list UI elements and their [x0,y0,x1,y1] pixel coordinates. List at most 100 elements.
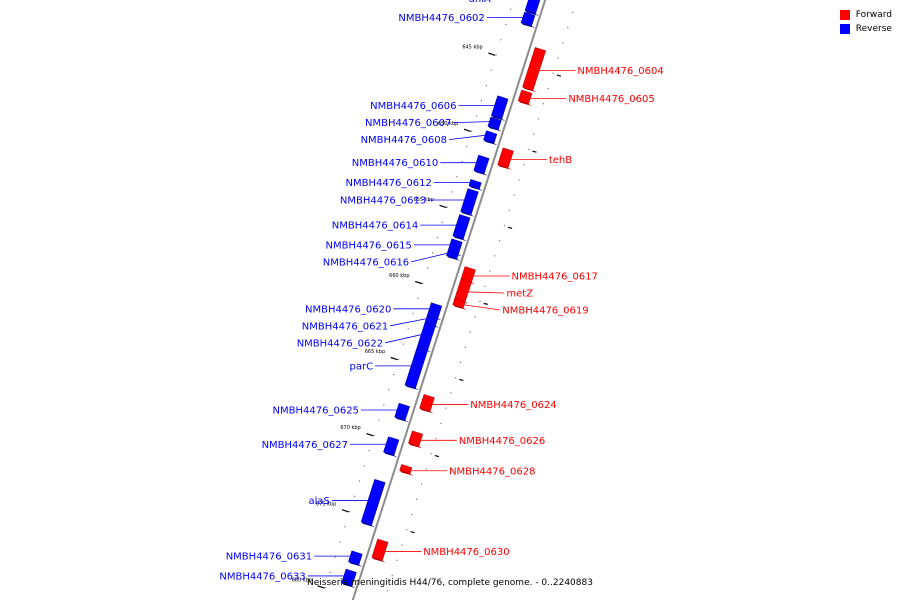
feature-reverse[interactable] [416,322,436,351]
minor-tick [407,328,409,330]
minor-tick [456,176,458,178]
feature-reverse[interactable] [490,95,509,120]
minor-tick [475,115,478,117]
minor-tick [542,103,545,105]
minor-tick [503,224,505,227]
feature-label[interactable]: NMBH4476_0612 [345,178,431,189]
minor-tick [552,72,554,74]
feature-reverse[interactable] [360,478,386,526]
feature-label[interactable]: tehB [549,155,572,166]
minor-ticks [324,8,574,592]
feature-reverse[interactable] [452,214,471,240]
kbp-label: 645 kbp [462,45,482,51]
kbp-label: 665 kbp [365,349,385,355]
feature-forward[interactable] [454,278,472,303]
feature-forward[interactable] [419,394,435,412]
label-leader [384,334,422,344]
feature-label[interactable]: NMBH4476_0602 [398,13,484,24]
minor-tick [572,11,574,13]
feature-forward[interactable] [517,89,533,105]
feature-label[interactable]: NMBH4476_0616 [323,257,409,268]
minor-tick [485,84,487,86]
feature-label[interactable]: NMBH4476_0630 [423,547,509,558]
minor-tick [528,148,530,150]
feature-label[interactable]: NMBH4476_0627 [262,440,348,451]
feature-label[interactable]: aniA [469,0,491,5]
feature-reverse[interactable] [520,11,536,27]
minor-tick [334,556,336,558]
forward-swatch [839,10,850,20]
feature-label[interactable]: NMBH4476_0605 [568,94,654,105]
feature-label[interactable]: NMBH4476_0631 [226,552,312,563]
kbp-label: 670 kbp [340,425,360,431]
feature-reverse[interactable] [446,250,459,260]
minor-tick [510,8,512,10]
minor-tick [415,498,418,501]
feature-label[interactable]: NMBH4476_0619 [502,305,588,316]
kbp-label: 660 kbp [389,273,409,279]
feature-label[interactable]: NMBH4476_0620 [305,304,391,315]
minor-tick [401,544,403,546]
minor-tick [484,285,486,287]
feature-forward[interactable] [371,538,389,561]
minor-tick [562,42,564,44]
minor-tick [329,571,331,574]
feature-label[interactable]: NMBH4476_0607 [365,118,451,129]
feature-forward[interactable] [522,47,547,91]
minor-tick [498,240,501,242]
feature-reverse[interactable] [348,550,363,566]
feature-reverse[interactable] [487,116,502,130]
feature-label[interactable]: NMBH4476_0622 [297,338,383,349]
feature-label[interactable]: NMBH4476_0617 [512,271,598,282]
feature-label[interactable]: NMBH4476_0615 [325,240,411,251]
feature-label[interactable]: NMBH4476_0604 [577,66,663,77]
feature-label[interactable]: NMBH4476_0628 [449,466,535,477]
minor-tick [373,434,375,437]
feature-reverse[interactable] [460,188,479,216]
feature-forward[interactable] [399,464,413,475]
kbp-label: 650 kbp [438,121,458,127]
kbp-tick-right [410,531,415,534]
feature-forward[interactable] [452,298,466,309]
feature-label[interactable]: NMBH4476_0606 [370,101,456,112]
feature-label[interactable]: NMBH4476_0610 [352,158,438,169]
feature-label[interactable]: metZ [506,288,533,299]
minor-tick [353,495,356,497]
minor-tick [368,450,370,452]
genome-backbone [351,0,547,600]
feature-reverse[interactable] [468,179,482,190]
feature-label[interactable]: NMBH4476_0625 [273,406,359,417]
feature-label[interactable]: NMBH4476_0613 [340,195,426,206]
feature-label[interactable]: NMBH4476_0624 [470,400,556,411]
feature-label[interactable]: NMBH4476_0614 [332,221,418,232]
feature-label[interactable]: NMBH4476_0626 [459,436,545,447]
minor-tick [469,331,471,333]
feature-reverse[interactable] [483,130,498,144]
label-leader [411,252,448,263]
kbp-tick-right [556,74,562,77]
feature-reverse[interactable] [473,154,490,175]
minor-tick [518,179,520,181]
feature-label[interactable]: NMBH4476_0608 [361,135,447,146]
label-leader [464,304,501,311]
minor-tick [500,39,502,41]
feature-forward[interactable] [408,430,424,447]
minor-tick [391,574,393,577]
feature-reverse[interactable] [383,436,400,456]
minor-tick [513,194,515,196]
feature-reverse[interactable] [341,568,357,587]
feature-reverse[interactable] [404,346,429,389]
minor-tick [471,130,473,132]
feature-reverse[interactable] [524,0,543,15]
minor-tick [508,209,510,211]
feature-label[interactable]: NMBH4476_0633 [219,571,305,582]
feature-label[interactable]: NMBH4476_0621 [302,321,388,332]
feature-forward[interactable] [497,147,514,169]
feature-reverse[interactable] [394,402,410,421]
feature-label[interactable]: parC [350,361,374,372]
feature-label[interactable]: alaS [309,496,330,507]
minor-tick [451,191,453,193]
kbp-tick [366,433,374,437]
kbp-tick-right [483,302,488,305]
minor-tick [440,422,442,424]
